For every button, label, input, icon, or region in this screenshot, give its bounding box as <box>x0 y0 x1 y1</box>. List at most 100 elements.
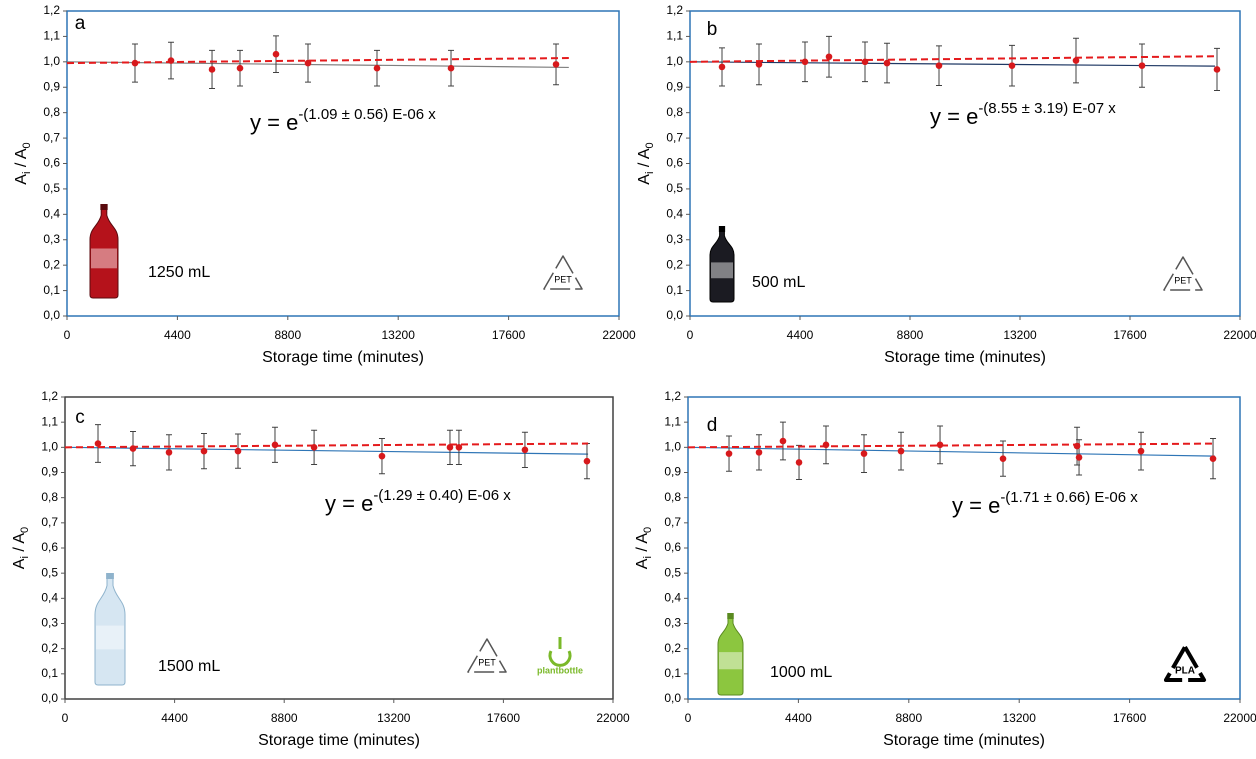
data-point <box>795 459 803 466</box>
equation-exponent: -(8.55 ± 3.19) E-07 x <box>978 100 1116 117</box>
panel: 0,0 0,1 0,2 0,3 0,4 0,5 0,6 0,7 0,8 0,9 1,0 1,1 1,2 0… <box>11 389 630 749</box>
icon-label: PET <box>1174 275 1192 285</box>
recycle-icon <box>1163 645 1207 682</box>
data-point <box>304 59 312 67</box>
y-tick-label: 1,2 <box>41 389 58 403</box>
y-tick-label: 0,3 <box>41 616 58 630</box>
y-tick-label: 0,0 <box>41 691 58 705</box>
x-tick-label: 0 <box>687 328 694 342</box>
x-tick-label: 13200 <box>382 328 416 342</box>
y-tick-label: 0,8 <box>41 490 58 504</box>
panel-label: c <box>75 407 85 428</box>
data-point <box>455 444 463 451</box>
plant-icon <box>548 637 572 667</box>
y-axis-subscript: i <box>642 556 654 558</box>
x-tick-label: 8800 <box>274 328 301 342</box>
data-point <box>779 437 787 445</box>
y-tick-label: 0,3 <box>664 616 681 630</box>
volume-label: 1000 mL <box>770 664 832 681</box>
data-point <box>861 58 869 66</box>
y-tick-label: 1,1 <box>43 29 60 43</box>
y-tick-label: 0,9 <box>43 79 60 93</box>
data-point <box>447 64 455 72</box>
x-tick-label: 22000 <box>1223 711 1256 725</box>
data-point <box>1137 447 1145 455</box>
equation-exponent: -(1.09 ± 0.56) E-06 x <box>298 106 436 123</box>
y-tick-label: 0,8 <box>43 105 60 119</box>
y-axis-text: A <box>11 558 28 569</box>
equation: y = e-(1.71 ± 0.66) E-06 x <box>952 489 1138 518</box>
data-point <box>165 449 173 456</box>
y-tick-label: 0,7 <box>666 130 683 144</box>
x-tick-label: 17600 <box>487 711 521 725</box>
y-tick-label: 0,2 <box>666 257 683 271</box>
data-point <box>310 444 318 451</box>
y-tick-label: 0,1 <box>666 283 683 297</box>
data-point <box>1072 57 1080 64</box>
data-point <box>378 452 386 460</box>
data-point <box>208 66 216 73</box>
y-tick-label: 1,0 <box>41 440 58 454</box>
data-point <box>999 455 1007 462</box>
y-tick-label: 0,1 <box>43 283 60 297</box>
y-tick-label: 0,2 <box>664 641 681 655</box>
y-tick-label: 0,1 <box>664 666 681 680</box>
data-point <box>167 57 175 64</box>
data-point <box>236 64 244 72</box>
y-axis-text: / A <box>13 148 30 171</box>
y-axis-title: Ai / A0 <box>636 142 656 184</box>
x-axis-title: Storage time (minutes) <box>262 349 424 366</box>
volume-label: 1250 mL <box>148 264 210 281</box>
x-tick-label: 13200 <box>1003 711 1037 725</box>
bottle-cap <box>100 204 108 210</box>
recycle-icon <box>1163 256 1203 291</box>
y-tick-label: 0,4 <box>666 207 683 221</box>
x-axis-title: Storage time (minutes) <box>258 732 420 749</box>
y-tick-label: 0,6 <box>666 156 683 170</box>
data-point <box>860 450 868 457</box>
data-point <box>822 441 830 449</box>
y-tick-label: 1,2 <box>664 389 681 403</box>
y-tick-label: 0,0 <box>43 308 60 322</box>
data-point <box>271 441 279 449</box>
volume-label: 1500 mL <box>158 658 220 675</box>
x-tick-label: 13200 <box>1003 328 1037 342</box>
fit-line <box>66 61 569 69</box>
data-point <box>1008 62 1016 69</box>
y-tick-label: 0,3 <box>666 232 683 246</box>
fit-line <box>689 61 1216 67</box>
y-axis-subscript: i <box>644 172 656 174</box>
equation-exponent: -(1.29 ± 0.40) E-06 x <box>373 487 511 504</box>
equation-base: y = e <box>325 491 373 516</box>
y-axis-subscript: i <box>19 556 31 558</box>
y-tick-label: 0,4 <box>41 591 58 605</box>
data-point <box>446 444 454 451</box>
y-tick-label: 0,5 <box>664 565 681 579</box>
y-tick-label: 0,9 <box>666 79 683 93</box>
y-tick-label: 1,1 <box>41 414 58 428</box>
trend-line <box>66 57 569 65</box>
data-point <box>755 449 763 456</box>
data-point <box>1213 66 1221 73</box>
trend-line <box>689 55 1216 63</box>
y-tick-label: 1,0 <box>664 440 681 454</box>
panel: 0,0 0,1 0,2 0,3 0,4 0,5 0,6 0,7 0,8 0,9 1,0 1,1 1,2 0… <box>13 3 636 366</box>
y-axis-text: A <box>634 558 651 569</box>
y-tick-label: 0,2 <box>43 257 60 271</box>
y-axis-subscript: 0 <box>644 142 656 148</box>
y-tick-label: 0,4 <box>664 591 681 605</box>
fit-line <box>687 446 1215 457</box>
y-tick-label: 0,5 <box>666 181 683 195</box>
fit-line <box>64 446 589 455</box>
data-point <box>583 457 591 465</box>
y-tick-label: 0,5 <box>43 181 60 195</box>
trend-line <box>687 442 1215 449</box>
recycle-icon <box>543 255 583 290</box>
x-axis-title: Storage time (minutes) <box>884 349 1046 366</box>
panel: 0,0 0,1 0,2 0,3 0,4 0,5 0,6 0,7 0,8 0,9 1,0 1,1 1,2 0… <box>636 3 1256 366</box>
y-tick-label: 0,7 <box>43 130 60 144</box>
y-tick-label: 1,0 <box>666 54 683 68</box>
trend-line <box>64 442 589 449</box>
bottle-label <box>711 262 733 279</box>
data-point <box>1209 455 1217 462</box>
